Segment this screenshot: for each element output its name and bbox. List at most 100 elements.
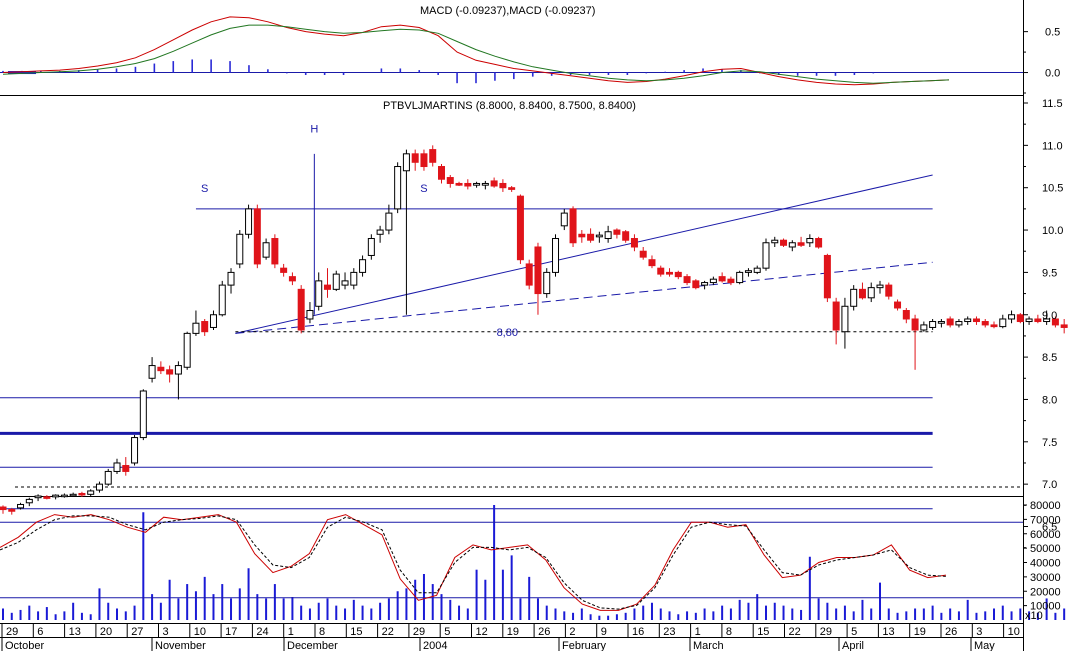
candle-body <box>674 271 682 278</box>
volume-tick-label: 30000 <box>1030 572 1061 584</box>
candle <box>473 181 481 188</box>
candle-body <box>8 509 16 512</box>
candle-body <box>446 177 454 184</box>
candle <box>692 279 700 290</box>
stochastic-series-1-line <box>0 514 947 611</box>
candle <box>183 331 191 370</box>
date-tick-label: 19 <box>507 626 519 638</box>
pattern-annotation: S <box>201 183 208 195</box>
candle-body <box>1060 324 1068 328</box>
candle <box>1051 316 1059 328</box>
candle-body <box>797 242 805 246</box>
candle <box>157 361 165 375</box>
price-tick-label: 10.0 <box>1042 225 1063 237</box>
candle-body <box>34 495 42 499</box>
candle-body <box>341 280 349 286</box>
candle-body <box>981 321 989 326</box>
macd-panel: MACD (-0.09237),MACD (-0.09237) 0.5 0.0 <box>0 5 1060 94</box>
candle <box>964 316 972 325</box>
candle <box>753 265 761 275</box>
candle <box>666 268 674 277</box>
candle <box>1060 318 1068 334</box>
candle <box>60 493 68 498</box>
candle <box>727 276 735 286</box>
candle <box>481 180 489 190</box>
candle <box>797 236 805 247</box>
candle <box>0 505 7 514</box>
pattern-annotation: H <box>310 124 318 136</box>
candle <box>192 310 200 336</box>
candle-body <box>762 242 770 269</box>
candle <box>841 297 849 349</box>
candle-body <box>306 310 314 320</box>
candle <box>622 230 630 243</box>
candle-body <box>157 366 165 372</box>
candle <box>595 231 603 243</box>
date-tick-label: 1 <box>288 626 294 638</box>
candle <box>25 497 33 507</box>
candle-body <box>262 242 270 258</box>
candle <box>253 204 261 269</box>
volume-tick-label: 40000 <box>1030 558 1061 570</box>
candle-body <box>438 166 445 180</box>
candle <box>1008 310 1016 324</box>
date-tick-label: 24 <box>256 626 268 638</box>
candle-body <box>595 234 603 238</box>
candle-body <box>332 273 340 290</box>
candle <box>815 236 823 249</box>
candle <box>858 282 866 300</box>
macd-series-2-line <box>2 24 950 84</box>
macd-histogram-bar <box>8 71 36 75</box>
stochastic-series-2-line <box>0 515 947 610</box>
candle <box>894 299 902 311</box>
macd-series-layer <box>0 16 1023 86</box>
volume-tick-label: 50000 <box>1030 543 1061 555</box>
candle <box>245 204 253 239</box>
candle <box>516 194 524 264</box>
candle-body <box>411 153 419 163</box>
price-tick-label: 7.5 <box>1042 437 1057 449</box>
candle-body <box>394 166 402 210</box>
candle-body <box>499 182 507 189</box>
candle-body <box>52 494 60 498</box>
price-tick-label: 11.5 <box>1042 98 1063 110</box>
candle <box>604 225 612 243</box>
candle <box>832 297 840 345</box>
candle-body <box>972 318 980 323</box>
candle <box>718 272 726 283</box>
candle-body <box>744 270 752 273</box>
date-tick-label: 3 <box>163 626 169 638</box>
candle-body <box>753 267 761 273</box>
annotations-layer: S H S 8,80 <box>201 124 518 339</box>
candle-body <box>113 462 121 472</box>
month-label: October <box>5 640 44 651</box>
candle-body <box>69 493 77 497</box>
date-tick-label: 15 <box>757 626 769 638</box>
macd-series-1-line <box>2 16 950 86</box>
candle-body <box>201 321 209 333</box>
candle <box>218 280 226 317</box>
candle <box>543 268 551 298</box>
candle <box>69 492 77 497</box>
candle-body <box>508 187 516 190</box>
candle <box>438 163 445 184</box>
candle-body <box>841 305 849 333</box>
price-line-1 <box>235 174 933 334</box>
candle-body <box>876 284 884 289</box>
candle-body <box>587 233 595 241</box>
candle <box>359 255 367 277</box>
date-tick-label: 10 <box>194 626 206 638</box>
candle-body <box>630 238 638 248</box>
candle-body <box>122 465 130 472</box>
candle-body <box>315 280 323 307</box>
candle-body <box>455 182 463 186</box>
candle-body <box>253 208 261 265</box>
candle <box>34 494 42 502</box>
candle-body <box>385 212 393 231</box>
candle <box>131 435 139 466</box>
candle-body <box>578 233 586 238</box>
date-tick-label: 26 <box>538 626 550 638</box>
candle <box>587 228 595 243</box>
candle <box>429 145 437 167</box>
